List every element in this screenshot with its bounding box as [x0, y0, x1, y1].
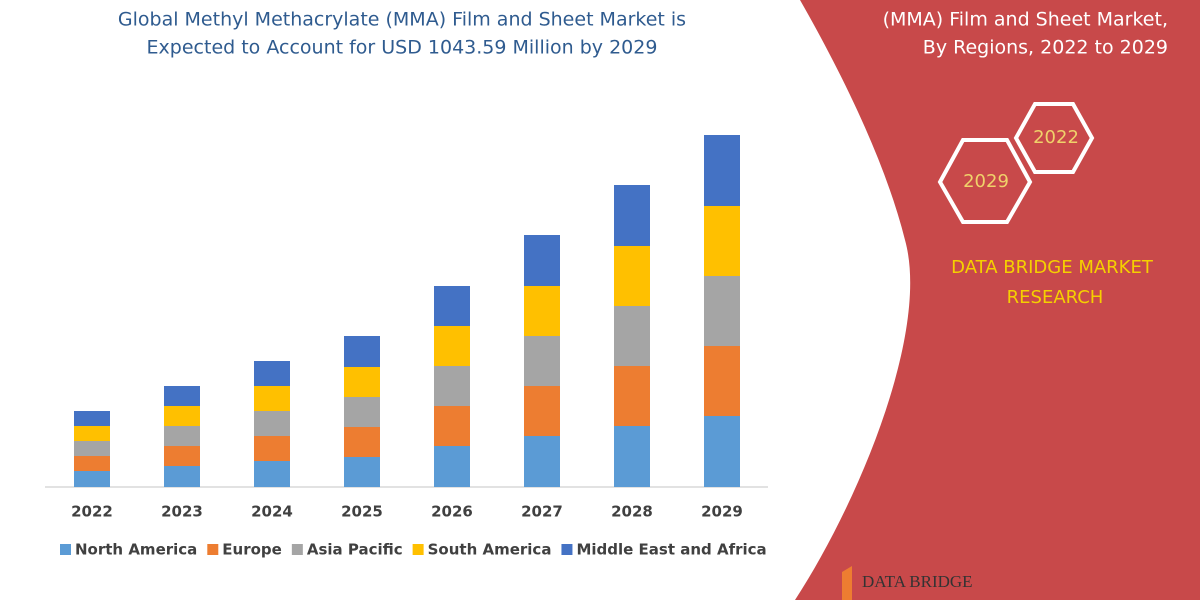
legend-swatch — [207, 544, 219, 555]
x-tick-label: 2026 — [431, 503, 473, 521]
legend: North America Europe Asia Pacific South Ame… — [60, 541, 767, 559]
bar-segment — [254, 461, 290, 487]
bar-segment — [614, 366, 650, 426]
bar-segment — [704, 276, 740, 346]
bar-segment — [164, 406, 200, 426]
brand-text: RESEARCH — [1007, 287, 1104, 308]
badge-hexagon — [1013, 102, 1095, 174]
x-tick-label: 2027 — [521, 503, 563, 521]
bar-segment — [74, 411, 110, 426]
x-tick-label: 2028 — [611, 503, 653, 521]
badge-label: 2029 — [963, 171, 1009, 192]
brand-text: DATA BRIDGE MARKET — [951, 257, 1154, 278]
bar-segment — [704, 346, 740, 416]
bar-segment — [614, 185, 650, 246]
bar-segment — [164, 446, 200, 466]
logo-text: DATA BRIDGE — [862, 572, 973, 591]
x-tick-label: 2024 — [251, 503, 293, 521]
bar-segment — [74, 456, 110, 471]
legend-label: Middle East and Africa — [576, 541, 766, 559]
legend-swatch — [412, 544, 424, 555]
bar-segment — [164, 426, 200, 446]
legend-label: South America — [428, 541, 552, 559]
chart-title: Expected to Account for USD 1043.59 Mill… — [147, 37, 658, 59]
legend-label: Asia Pacific — [307, 541, 403, 559]
bar-segment — [614, 246, 650, 306]
bar-segment — [524, 386, 560, 436]
x-tick-label: 2025 — [341, 503, 383, 521]
legend-label: Europe — [222, 541, 282, 559]
bar-segment — [74, 426, 110, 441]
bar-segment — [704, 416, 740, 487]
panel-title: By Regions, 2022 to 2029 — [923, 37, 1168, 59]
bar-segment — [434, 366, 470, 406]
side-panel-bg — [795, 0, 1200, 600]
legend-swatch — [561, 544, 573, 555]
bar-segment — [434, 286, 470, 326]
bar-segment — [164, 386, 200, 406]
logo-icon — [842, 566, 852, 600]
bar-segment — [614, 426, 650, 487]
bar-segment — [344, 397, 380, 427]
bar-segment — [524, 336, 560, 386]
x-tick-label: 2022 — [71, 503, 113, 521]
bar-segment — [164, 466, 200, 487]
legend-label: North America — [75, 541, 197, 559]
badge-hexagon — [937, 138, 1033, 224]
bar-segment — [254, 361, 290, 386]
bar-segment — [74, 441, 110, 456]
bar-segment — [74, 471, 110, 487]
bar-segment — [524, 436, 560, 487]
bar-segment — [254, 386, 290, 411]
x-tick-label: 2023 — [161, 503, 203, 521]
bar-segment — [344, 336, 380, 367]
legend-swatch — [291, 544, 303, 555]
bar-segment — [704, 206, 740, 276]
bar-segment — [704, 135, 740, 206]
bar-segment — [524, 286, 560, 336]
bar-segment — [254, 411, 290, 436]
bar-segment — [614, 306, 650, 366]
bar-segment — [434, 406, 470, 446]
bar-segment — [254, 436, 290, 461]
bar-segment — [344, 427, 380, 457]
x-tick-label: 2029 — [701, 503, 743, 521]
bar-segment — [434, 326, 470, 366]
bar-segment — [344, 457, 380, 487]
panel-title: (MMA) Film and Sheet Market, — [883, 9, 1168, 31]
legend-swatch — [60, 544, 71, 555]
bar-segment — [524, 235, 560, 286]
bar-segment — [344, 367, 380, 397]
bar-segment — [434, 446, 470, 487]
chart-title: Global Methyl Methacrylate (MMA) Film an… — [118, 9, 686, 31]
badge-label: 2022 — [1033, 127, 1079, 148]
